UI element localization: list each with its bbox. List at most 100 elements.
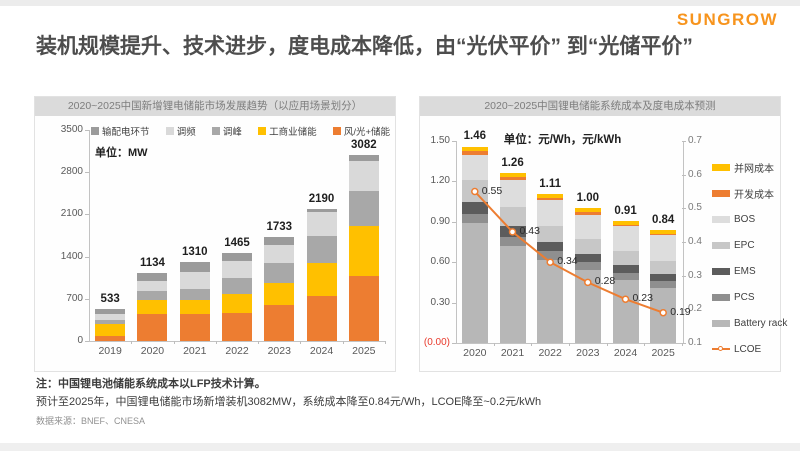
legend-label: LCOE: [734, 343, 762, 355]
right-axis-tick-label: 0.7: [688, 135, 702, 146]
x-axis-tick-label: 2023: [267, 345, 291, 357]
legend-item-调峰: 调峰: [211, 124, 242, 138]
segment-输配电环节: [306, 209, 337, 213]
lcoe-point: [659, 308, 667, 317]
segment-并网成本: [650, 230, 677, 235]
y-axis-tick-label: 0: [77, 335, 83, 346]
segment-EPC: [574, 239, 601, 255]
segment-工商业储能: [179, 299, 210, 315]
segment-调峰: [222, 278, 252, 294]
left-chart-area: 输配电环节 调频 调峰 工商业储能 风/光+储能 单位：MW 0 700 1400 2100 2…: [35, 116, 395, 371]
lcoe-point: [584, 278, 592, 287]
x-axis-tick-mark: [385, 341, 386, 344]
segment-工商业储能: [95, 323, 126, 336]
segment-开发成本: [574, 212, 601, 216]
lcoe-value-label: 0.28: [594, 275, 616, 288]
legend-item-EPC: EPC: [712, 232, 787, 258]
legend-label: Battery rack: [734, 317, 788, 329]
segment-调峰: [179, 289, 210, 300]
lcoe-point: [508, 228, 517, 236]
x-axis-tick-mark: [300, 341, 302, 344]
segment-输配电环节: [348, 155, 379, 162]
segment-调频: [222, 260, 252, 279]
segment-Battery rack: [612, 279, 639, 343]
right-chart-unit-label: 单位：元/Wh，元/kWh: [503, 134, 622, 146]
legend-label: 风/光+储能: [343, 127, 390, 138]
segment-EMS: [461, 201, 488, 214]
segment-EMS: [650, 274, 677, 282]
legend-item-输配电环节: 输配电环节: [91, 124, 150, 138]
segment-调峰: [264, 262, 295, 284]
right-axis-tick-mark: [682, 275, 686, 277]
lcoe-legend-glyph: [712, 345, 730, 353]
lcoe-point: [471, 187, 479, 196]
legend-label: BOS: [734, 213, 756, 225]
lcoe-value-label: 0.19: [670, 305, 691, 318]
segment-PCS: [612, 273, 639, 280]
lcoe-value-label: 0.34: [557, 255, 578, 268]
lcoe-line: [471, 187, 667, 317]
segment-BOS: [461, 154, 488, 181]
left-axis-tick-mark: [452, 262, 456, 264]
right-axis-tick-mark: [682, 208, 686, 210]
x-axis-tick-label: 2020: [140, 345, 165, 357]
bar-total-label: 1.46: [463, 130, 487, 143]
bar-2023: [574, 208, 601, 343]
segment-BOS: [612, 225, 639, 252]
segment-工商业储能: [222, 293, 252, 313]
segment-工商业储能: [137, 299, 168, 314]
bar-2025: [348, 155, 379, 341]
segment-风/光+储能: [95, 335, 126, 341]
legend-item-风/光+储能: 风/光+储能: [332, 124, 390, 138]
segment-并网成本: [461, 146, 488, 151]
bar-2022: [537, 193, 564, 343]
right-chart-area: 单位：元/Wh，元/kWh 并网成本 开发成本 BOS EPC EMS PCS Batter…: [420, 116, 787, 371]
x-axis-tick-mark: [569, 343, 570, 346]
segment-BOS: [537, 200, 564, 226]
segment-风/光+储能: [348, 276, 379, 341]
legend-label: 调峰: [222, 127, 242, 138]
bar-total-label: 1465: [224, 236, 250, 249]
bar-total-label: 1.00: [576, 192, 600, 205]
footnote-lfp: 注：中国锂电池储能系统成本以LFP技术计算。: [36, 378, 266, 390]
segment-输配电环节: [95, 308, 126, 314]
segment-Battery rack: [461, 223, 488, 343]
right-axis-tick-label: 0.4: [688, 236, 702, 247]
segment-开发成本: [537, 197, 564, 201]
segment-调峰: [348, 190, 379, 227]
right-axis-tick-label: 0.2: [688, 303, 702, 315]
x-axis-tick-label: 2022: [538, 347, 562, 359]
segment-开发成本: [612, 224, 639, 226]
segment-EMS: [574, 254, 601, 263]
y-axis-tick-mark: [85, 341, 89, 342]
x-axis-tick-mark: [173, 341, 175, 344]
segment-调频: [95, 313, 126, 320]
bar-2023: [264, 236, 295, 341]
segment-EPC: [537, 225, 564, 243]
x-axis-tick-label: 2021: [500, 347, 525, 359]
right-chart-legend: 并网成本 开发成本 BOS EPC EMS PCS Battery rack LCOE: [712, 154, 787, 362]
segment-工商业储能: [264, 283, 295, 305]
bar-2021: [499, 173, 526, 343]
left-axis-tick-mark: [452, 343, 456, 344]
left-chart-title: 2020~2025中国新增锂电储能市场发展趋势（以应用场景划分）: [35, 97, 395, 116]
segment-PCS: [537, 251, 564, 260]
left-chart-legend: 输配电环节 调频 调峰 工商业储能 风/光+储能: [91, 124, 390, 138]
y-axis-tick-mark: [85, 256, 89, 258]
x-axis-tick-label: 2024: [613, 347, 638, 359]
segment-风/光+储能: [306, 296, 337, 341]
lcoe-point: [546, 258, 554, 266]
x-axis-tick-label: 2019: [98, 345, 122, 357]
lcoe-value-label: 0.55: [481, 184, 503, 197]
segment-EMS: [537, 242, 564, 252]
legend-swatch: [332, 127, 341, 135]
legend-label: 并网成本: [734, 163, 774, 175]
legend-item-工商业储能: 工商业储能: [258, 124, 317, 138]
legend-item-开发成本: 开发成本: [712, 180, 787, 206]
legend-swatch: [91, 127, 99, 135]
segment-风/光+储能: [137, 313, 168, 341]
segment-调频: [348, 161, 379, 191]
bar-total-label: 1733: [266, 220, 293, 233]
segment-PCS: [650, 281, 677, 288]
